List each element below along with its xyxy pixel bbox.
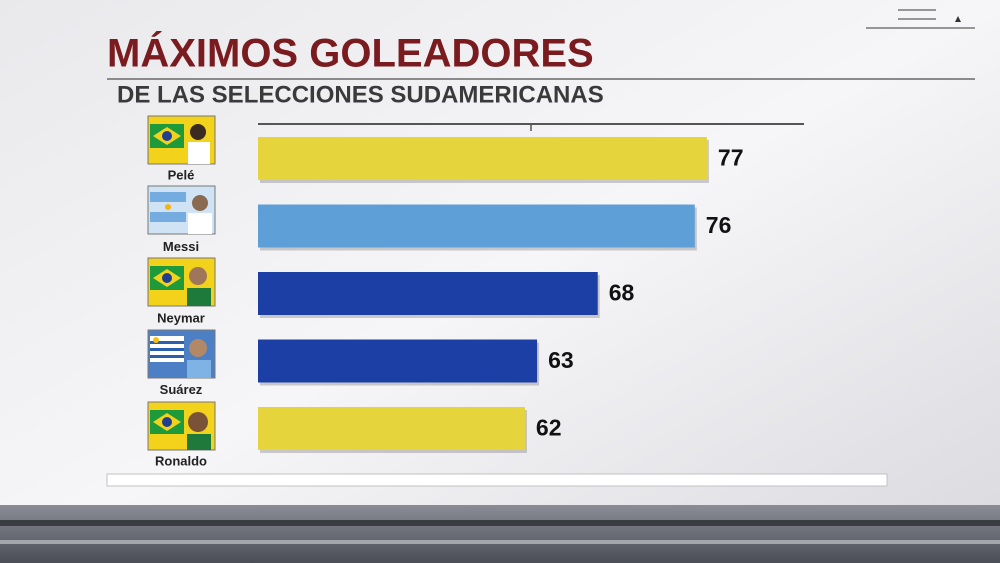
floor xyxy=(0,505,1000,563)
thumbnail-argentina xyxy=(147,185,216,235)
chart-subtitle: DE LAS SELECCIONES SUDAMERICANAS xyxy=(117,81,604,108)
value-label: 68 xyxy=(609,280,635,306)
category-label: Ronaldo xyxy=(155,453,207,468)
value-label: 63 xyxy=(548,347,574,373)
menu-icon xyxy=(866,9,975,29)
bar xyxy=(258,339,538,383)
thumbnail-uruguay xyxy=(147,329,216,379)
category-label: Pelé xyxy=(168,167,195,182)
category-label: Messi xyxy=(163,239,199,254)
value-label: 62 xyxy=(536,415,562,441)
value-label: 76 xyxy=(706,212,732,238)
bar xyxy=(258,272,598,315)
bar xyxy=(258,407,525,450)
value-label: 77 xyxy=(718,145,744,171)
platform xyxy=(106,473,888,487)
thumbnail-brazil xyxy=(147,401,216,451)
thumbnail-brazil xyxy=(147,115,216,165)
bar xyxy=(258,204,695,248)
floor-stripe xyxy=(0,540,1000,544)
bar xyxy=(258,137,707,180)
category-label: Suárez xyxy=(160,382,203,397)
category-label: Neymar xyxy=(157,310,205,325)
thumbnail-brazil xyxy=(147,257,216,307)
chart-title: MÁXIMOS GOLEADORES xyxy=(107,31,594,76)
floor-stripe xyxy=(0,520,1000,526)
